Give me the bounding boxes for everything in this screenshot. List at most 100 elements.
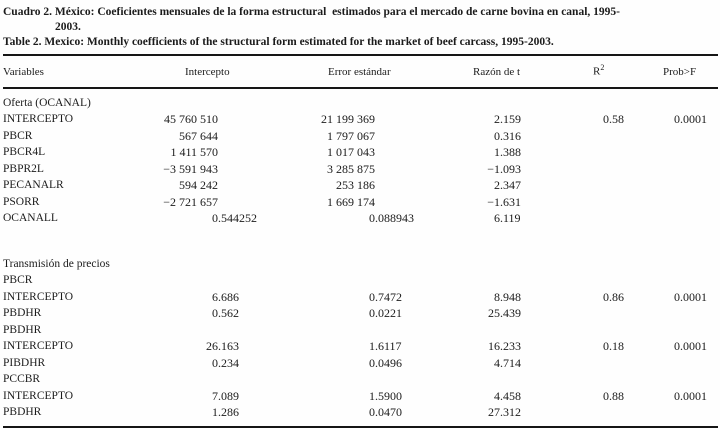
- intercepto-cell: 0.234: [212, 355, 239, 370]
- razon-de-t-cell: 2.347: [494, 178, 521, 193]
- intercepto-cell: 7.089: [212, 388, 239, 403]
- r2-cell: 0.58: [603, 112, 624, 127]
- table-row: OCANALL 0.544252 0.088943 6.119: [3, 210, 718, 227]
- prob-f-cell: 0.0001: [674, 289, 707, 304]
- intercepto-cell: 1 411 570: [170, 145, 218, 160]
- prob-f-cell: [640, 144, 719, 161]
- variable-label: PBDHR: [3, 307, 42, 320]
- r2-cell: 0.88: [603, 388, 624, 403]
- variable-label: INTERCEPTO: [3, 113, 74, 126]
- prob-f-cell: [640, 161, 719, 178]
- intercepto-cell: 6.686: [212, 289, 239, 304]
- section-row: PBDHR: [3, 322, 718, 339]
- section-row: Transmisión de precios: [3, 256, 718, 273]
- error-estandar-cell: 0.088943: [369, 211, 414, 226]
- razon-de-t-cell: 27.312: [488, 405, 521, 420]
- error-estandar-cell: 1.6117: [369, 339, 402, 354]
- header-separator-rule: [3, 86, 718, 89]
- variable-label: INTERCEPTO: [3, 290, 74, 303]
- intercepto-cell: 45 760 510: [164, 112, 218, 127]
- caption-english: Table 2. Mexico: Monthly coefficients of…: [3, 36, 554, 48]
- table-row: PIBDHR 0.234 0.0496 4.714: [3, 355, 718, 372]
- error-estandar-cell: 0.0496: [369, 355, 402, 370]
- variable-label: OCANALL: [3, 212, 58, 225]
- table-row: PBPR2L −3 591 943 3 285 875 −1.093: [3, 161, 718, 178]
- r2-cell: [560, 144, 640, 161]
- r-squared-superscript: 2: [600, 63, 605, 72]
- header-intercepto: Intercepto: [185, 65, 230, 78]
- razon-de-t-cell: 0.316: [494, 128, 521, 143]
- prob-f-cell: 0.0001: [674, 339, 707, 354]
- header-razon-de-t: Razón de t: [473, 65, 521, 78]
- table-header-row: Variables Intercepto Error estándar Razó…: [3, 56, 718, 87]
- r2-cell: [560, 355, 640, 372]
- section-row: PBCR: [3, 272, 718, 289]
- table-row: PBDHR 1.286 0.0470 27.312: [3, 404, 718, 421]
- error-estandar-cell: 0.0221: [369, 306, 402, 321]
- prob-f-cell: [640, 404, 719, 421]
- table-row: INTERCEPTO 26.163 1.6117 16.233 0.18 0.0001: [3, 338, 718, 355]
- variable-label: PSORR: [3, 195, 40, 208]
- variable-label: PBCR: [3, 129, 33, 142]
- variable-label: PBDHR: [3, 406, 42, 419]
- variable-label: INTERCEPTO: [3, 389, 74, 402]
- prob-f-cell: 0.0001: [674, 112, 707, 127]
- razon-de-t-cell: 1.388: [494, 145, 521, 160]
- prob-f-cell: [640, 128, 719, 145]
- variable-label: PIBDHR: [3, 356, 46, 369]
- intercepto-cell: 0.544252: [212, 211, 257, 226]
- table-bottom-rule: [3, 425, 718, 428]
- header-r-squared: R2: [593, 63, 605, 78]
- prob-f-cell: [640, 210, 719, 227]
- r2-cell: [560, 210, 640, 227]
- spacer-row: [3, 227, 718, 256]
- prob-f-cell: [640, 177, 719, 194]
- error-estandar-cell: 0.7472: [369, 289, 402, 304]
- r2-cell: 0.18: [603, 339, 624, 354]
- header-prob-f: Prob>F: [663, 65, 697, 78]
- r2-cell: [560, 177, 640, 194]
- table-row: PSORR −2 721 657 1 669 174 −1.631: [3, 194, 718, 211]
- table-row: PBDHR 0.562 0.0221 25.439: [3, 305, 718, 322]
- razon-de-t-cell: 4.714: [494, 355, 521, 370]
- prob-f-cell: [640, 305, 719, 322]
- section-label: PBCR: [3, 274, 33, 287]
- razon-de-t-cell: 16.233: [488, 339, 521, 354]
- razon-de-t-cell: −1.093: [487, 161, 521, 176]
- variable-label: PBCR4L: [3, 146, 46, 159]
- section-label: Oferta (OCANAL): [3, 96, 91, 109]
- razon-de-t-cell: 8.948: [494, 289, 521, 304]
- error-estandar-cell: 1.5900: [369, 388, 402, 403]
- r2-cell: [560, 194, 640, 211]
- table-row: PBCR 567 644 1 797 067 0.316: [3, 128, 718, 145]
- prob-f-cell: [640, 355, 719, 372]
- section-row: Oferta (OCANAL): [3, 95, 718, 112]
- r2-cell: [560, 305, 640, 322]
- header-variables: Variables: [3, 65, 44, 78]
- table-row: PBCR4L 1 411 570 1 017 043 1.388: [3, 144, 718, 161]
- razon-de-t-cell: −1.631: [487, 194, 521, 209]
- intercepto-cell: −3 591 943: [163, 161, 218, 176]
- r2-cell: [560, 128, 640, 145]
- razon-de-t-cell: 4.458: [494, 388, 521, 403]
- intercepto-cell: 1.286: [212, 405, 239, 420]
- table-row: INTERCEPTO 45 760 510 21 199 369 2.159 0.58 0…: [3, 111, 718, 128]
- intercepto-cell: −2 721 657: [163, 194, 218, 209]
- table-row: INTERCEPTO 6.686 0.7472 8.948 0.86 0.0001: [3, 289, 718, 306]
- razon-de-t-cell: 25.439: [488, 306, 521, 321]
- r2-cell: [560, 161, 640, 178]
- prob-f-cell: [640, 194, 719, 211]
- section-row: PCCBR: [3, 371, 718, 388]
- error-estandar-cell: 1 797 067: [327, 128, 375, 143]
- section-label: PBDHR: [3, 323, 42, 336]
- razon-de-t-cell: 6.119: [494, 211, 521, 226]
- error-estandar-cell: 1 017 043: [327, 145, 375, 160]
- caption-spanish-line2: 2003.: [55, 21, 81, 33]
- section-label: PCCBR: [3, 373, 41, 386]
- r2-cell: 0.86: [603, 289, 624, 304]
- error-estandar-cell: 0.0470: [369, 405, 402, 420]
- variable-label: PECANALR: [3, 179, 64, 192]
- variable-label: INTERCEPTO: [3, 340, 74, 353]
- variable-label: PBPR2L: [3, 162, 44, 175]
